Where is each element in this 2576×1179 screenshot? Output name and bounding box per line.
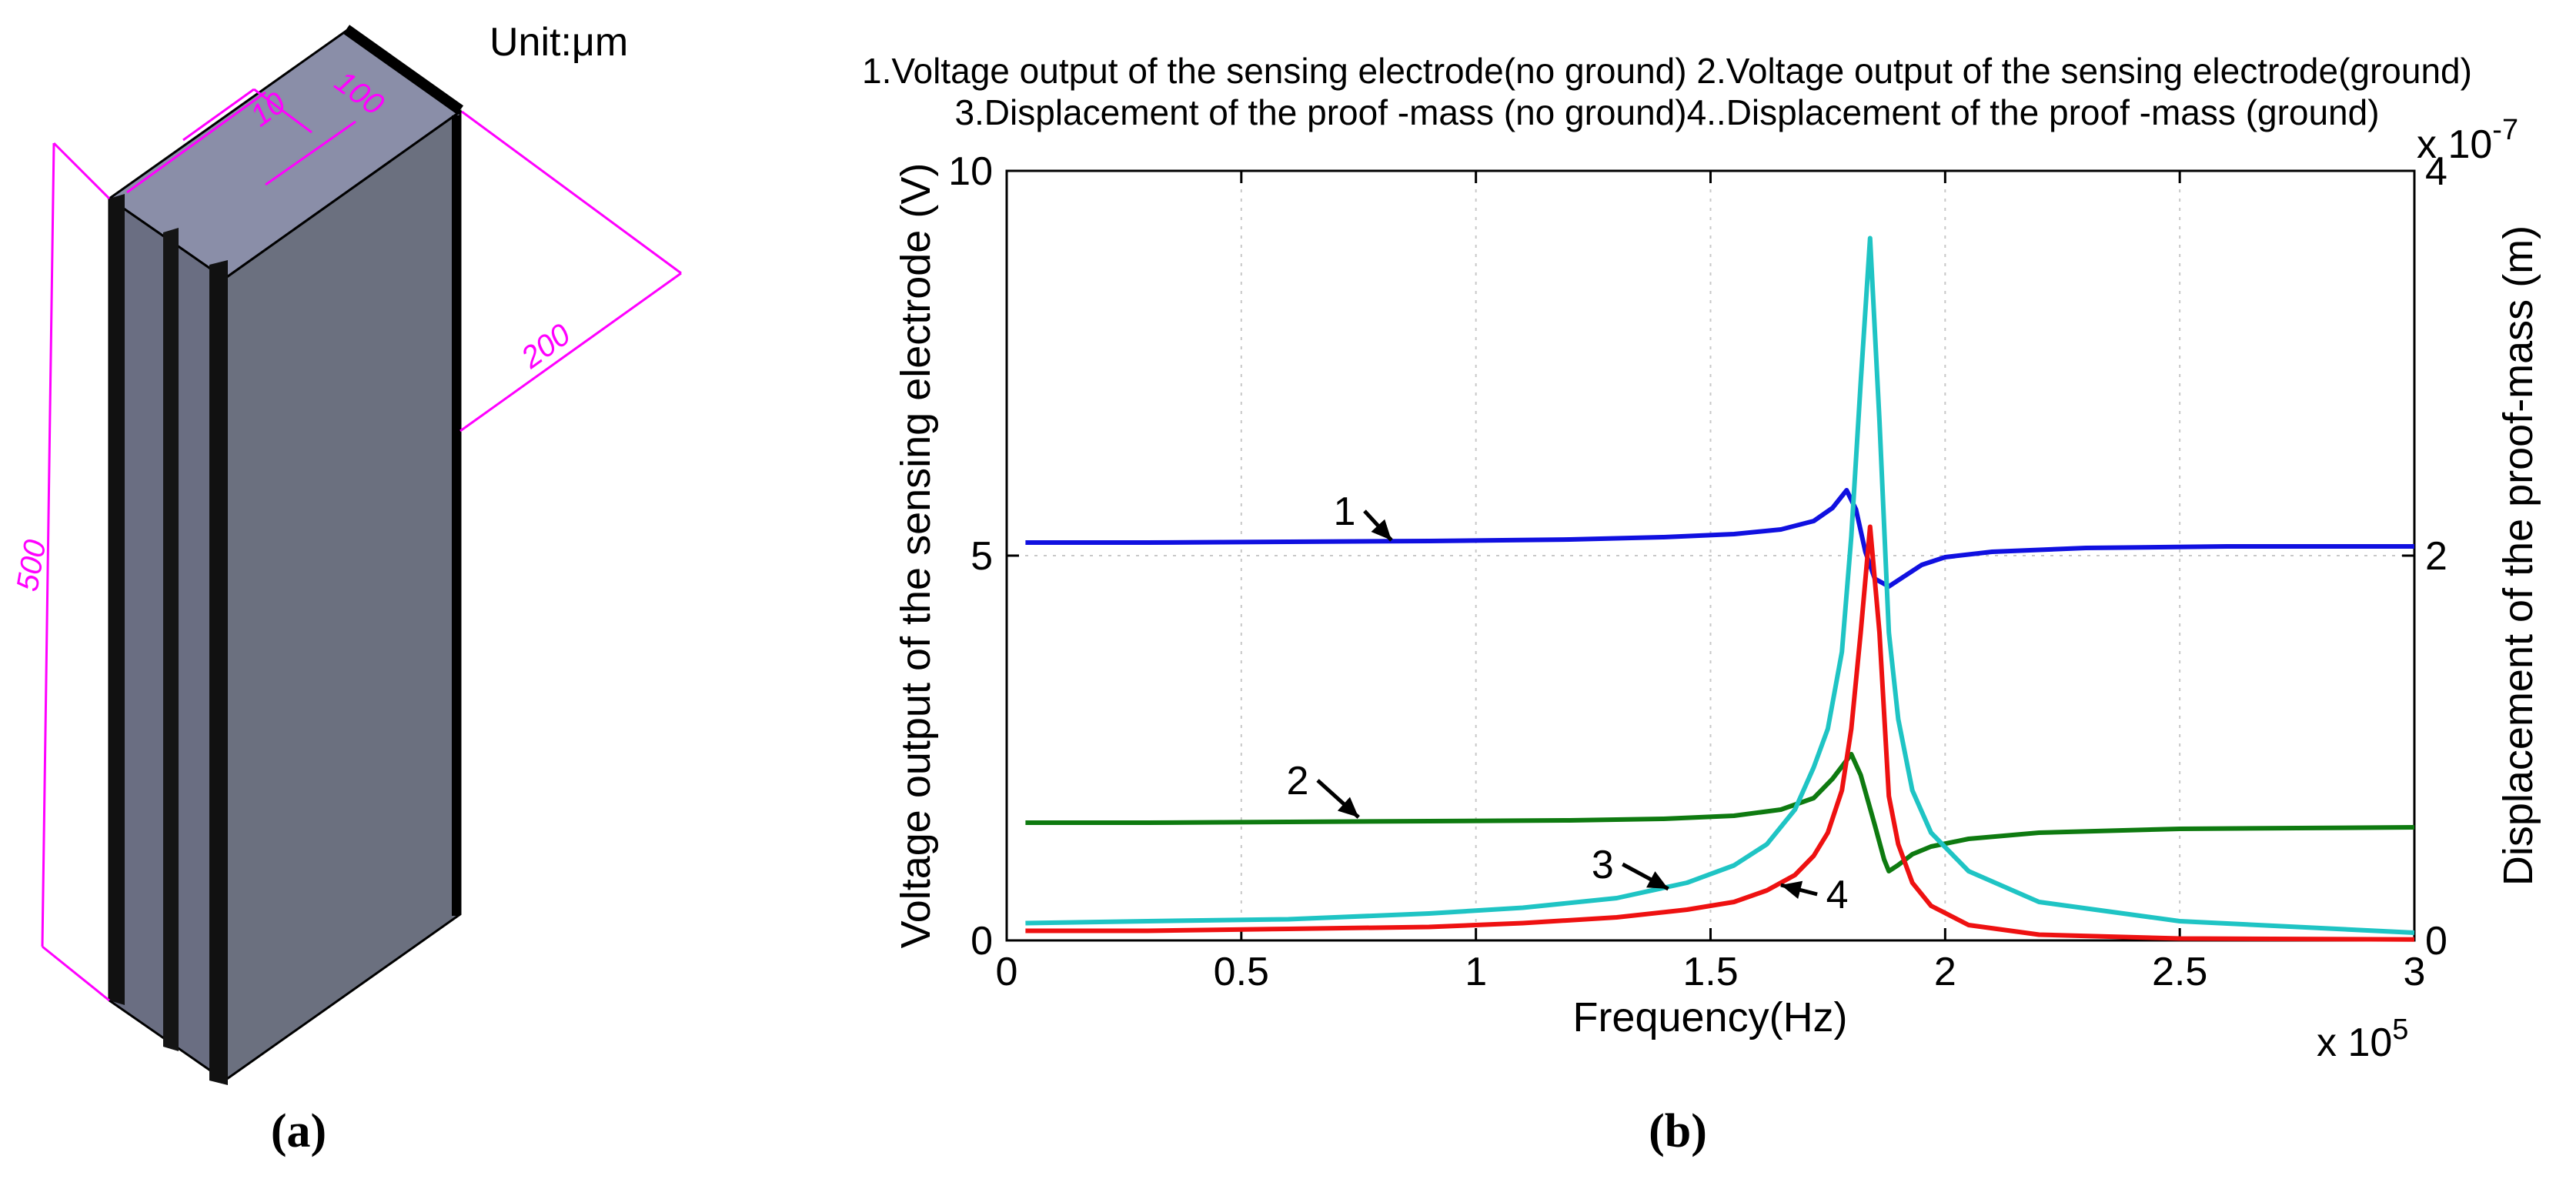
x-tick-label: 0.5 — [1214, 950, 1269, 994]
chart-title-line1: 1.Voltage output of the sensing electrod… — [862, 51, 2472, 91]
chart-area: 1.Voltage output of the sensing electrod… — [862, 51, 2541, 1065]
series-line-3 — [1025, 235, 2415, 935]
structure-drawing: 100 10 200 500 Unit:μm — [11, 20, 682, 1085]
series — [1025, 235, 2415, 942]
y-left-tick-label: 10 — [948, 149, 993, 194]
dimension-200: 200 — [515, 317, 577, 375]
series-line-4 — [1025, 524, 2415, 942]
y-left-axis-label: Voltage output of the sensing electrode … — [893, 163, 939, 949]
y-right-exponent: x 10-7 — [2417, 114, 2518, 167]
annotation-label-3: 3 — [1592, 843, 1614, 887]
x-exponent: x 105 — [2317, 1014, 2408, 1065]
x-tick-label: 1 — [1465, 950, 1487, 994]
x-tick-label: 0 — [996, 950, 1018, 994]
annotation-label-1: 1 — [1333, 489, 1355, 534]
electrode-plate-2 — [163, 228, 179, 1051]
y-left-tick-label: 0 — [971, 919, 993, 964]
electrode-plate-1 — [109, 194, 125, 1005]
structure-right-face — [223, 109, 462, 1083]
annotation-arrowhead-1 — [1371, 519, 1392, 540]
annotation-arrowhead-4 — [1780, 880, 1803, 900]
unit-label: Unit:μm — [489, 20, 628, 65]
electrode-plate-3 — [209, 260, 228, 1085]
x-tick-label: 1.5 — [1682, 950, 1738, 994]
y-right-axis-label: Displacement of the proof-mass (m) — [2495, 225, 2541, 886]
x-tick-label: 2 — [1934, 950, 1956, 994]
y-right-tick-label: 4 — [2425, 149, 2447, 194]
top-edge-dark — [342, 25, 464, 115]
annotation-arrowhead-3 — [1646, 871, 1669, 889]
panel-label-a: (a) — [271, 1105, 326, 1157]
y-right-exponent-power: -7 — [2492, 114, 2518, 146]
x-exponent-power: 5 — [2392, 1014, 2408, 1046]
y-right-tick-label: 2 — [2425, 534, 2447, 579]
chart-title-line2: 3.Displacement of the proof -mass (no gr… — [954, 92, 2379, 132]
annotations: 1 2 3 4 — [1287, 489, 1849, 917]
y-right-exponent-base: x 10 — [2417, 122, 2492, 167]
series-line-2 — [1025, 752, 2415, 873]
annotation-label-2: 2 — [1287, 759, 1309, 803]
x-tick-label: 2.5 — [2152, 950, 2207, 994]
panel-label-b: (b) — [1649, 1105, 1707, 1157]
grid — [1006, 170, 2415, 941]
x-tick-label: 3 — [2404, 950, 2426, 994]
series-line-1 — [1025, 488, 2414, 589]
annotation-label-4: 4 — [1826, 873, 1849, 917]
x-exponent-base: x 10 — [2317, 1020, 2392, 1065]
dimension-500: 500 — [11, 537, 53, 593]
dimension-lines — [41, 88, 682, 1002]
y-left-tick-label: 5 — [971, 534, 993, 579]
annotation-arrowhead-2 — [1337, 797, 1359, 817]
y-right-tick-label: 0 — [2425, 919, 2447, 964]
x-axis-label: Frequency(Hz) — [1572, 994, 1847, 1040]
